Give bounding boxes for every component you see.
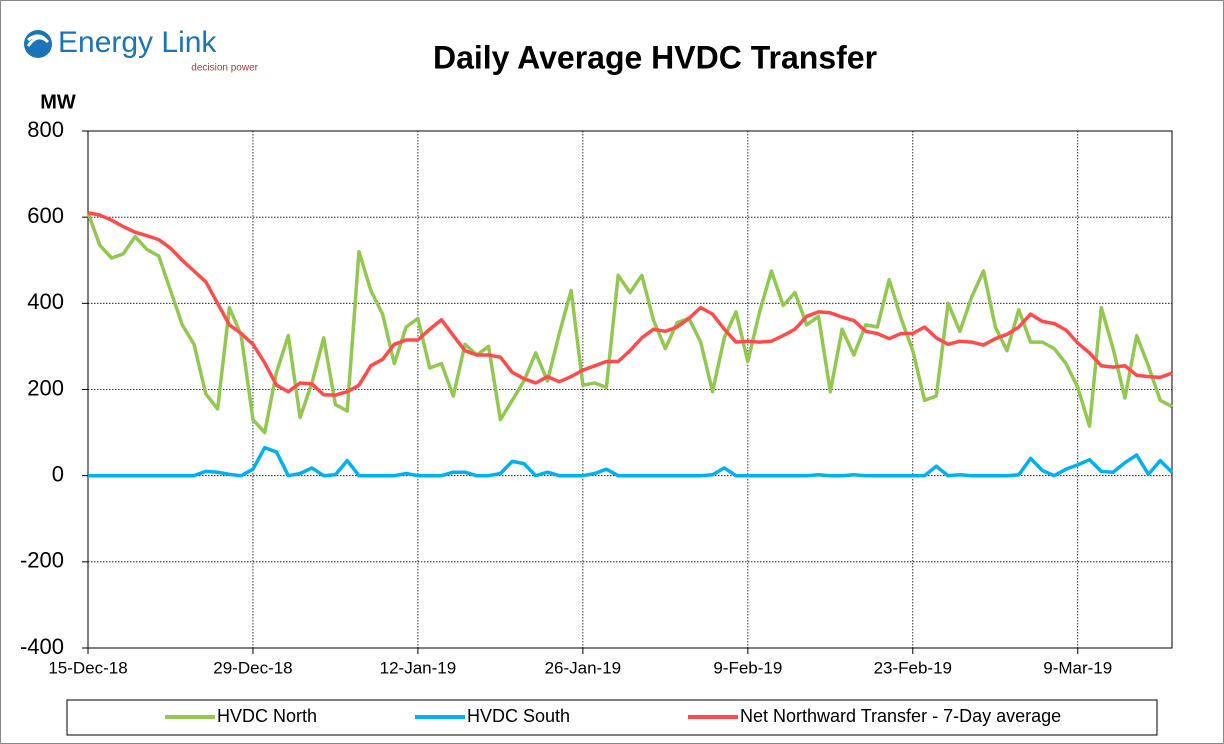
legend-label: Net Northward Transfer - 7-Day average (740, 706, 1061, 726)
chart-title: Daily Average HVDC Transfer (433, 39, 877, 75)
x-tick-label: 23-Feb-19 (874, 658, 952, 677)
logo-name: Energy Link (58, 26, 217, 59)
x-tick-label: 15-Dec-18 (48, 658, 127, 677)
logo-tagline: decision power (191, 63, 258, 74)
y-tick-label: 0 (52, 461, 64, 486)
y-tick-label: 800 (27, 117, 64, 142)
y-tick-label: 400 (27, 289, 64, 314)
y-tick-label: 200 (27, 375, 64, 400)
series-line (87, 211, 1173, 397)
series-line (86, 212, 1173, 435)
legend-box (66, 699, 1158, 736)
legend-label: HVDC South (467, 706, 570, 726)
x-tick-label: 12-Jan-19 (380, 658, 457, 677)
series-line (88, 445, 1174, 478)
x-tick-label: 29-Dec-18 (213, 658, 292, 677)
x-tick-label: 9-Mar-19 (1043, 658, 1112, 677)
logo: Energy Link decision power (24, 26, 259, 74)
logo-swoosh (26, 34, 50, 47)
y-tick-label: -200 (20, 548, 64, 573)
y-axis-label: MW (40, 91, 76, 113)
y-tick-label: 600 (27, 203, 64, 228)
plot-border (87, 130, 1173, 649)
legend-label: HVDC North (217, 706, 317, 726)
x-tick-label: 26-Jan-19 (545, 658, 622, 677)
x-tick-label: 9-Feb-19 (713, 658, 782, 677)
y-tick-label: -400 (20, 634, 64, 659)
